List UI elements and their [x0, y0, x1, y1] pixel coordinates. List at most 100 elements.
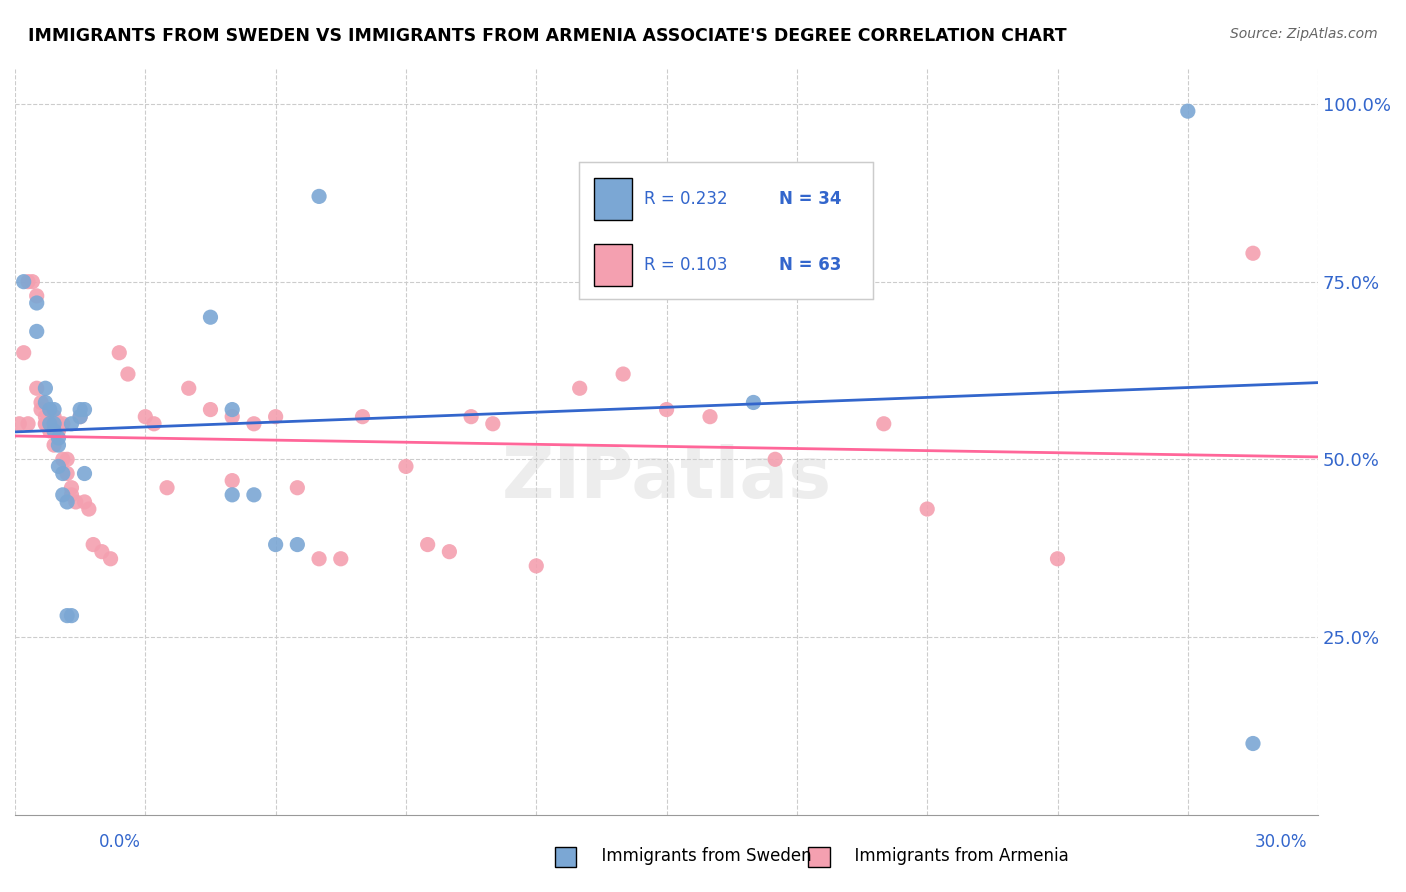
- Text: ZIPatlas: ZIPatlas: [502, 444, 831, 513]
- FancyBboxPatch shape: [593, 244, 631, 285]
- Point: [73, 402, 96, 417]
- Point: [42, 409, 65, 424]
- Point: [60, 608, 83, 623]
- Point: [30, 395, 52, 409]
- Point: [38, 417, 60, 431]
- Point: [873, 417, 896, 431]
- Point: [48, 431, 70, 445]
- Point: [34, 395, 56, 409]
- Point: [52, 467, 75, 481]
- Point: [612, 367, 634, 381]
- Point: [1241, 737, 1264, 751]
- Point: [25, 325, 48, 339]
- Point: [264, 409, 287, 424]
- Point: [73, 467, 96, 481]
- Point: [308, 189, 330, 203]
- Point: [1046, 551, 1069, 566]
- Point: [34, 417, 56, 431]
- Text: 30.0%: 30.0%: [1256, 833, 1308, 851]
- Text: 0.0%: 0.0%: [98, 833, 141, 851]
- Point: [56, 608, 79, 623]
- Point: [48, 438, 70, 452]
- Point: [34, 381, 56, 395]
- Point: [60, 481, 83, 495]
- Point: [34, 417, 56, 431]
- Point: [329, 551, 352, 566]
- Point: [73, 495, 96, 509]
- Point: [34, 409, 56, 424]
- Point: [42, 417, 65, 431]
- Point: [439, 544, 461, 558]
- Text: Immigrants from Sweden: Immigrants from Sweden: [591, 847, 811, 864]
- Point: [65, 495, 87, 509]
- Point: [60, 488, 83, 502]
- Point: [48, 424, 70, 438]
- Point: [38, 417, 60, 431]
- Point: [221, 488, 243, 502]
- Text: R = 0.103: R = 0.103: [644, 256, 727, 274]
- Point: [416, 537, 439, 551]
- Point: [460, 409, 482, 424]
- Point: [13, 345, 35, 359]
- Text: N = 63: N = 63: [779, 256, 841, 274]
- Point: [482, 417, 505, 431]
- Point: [60, 417, 83, 431]
- Point: [8, 417, 31, 431]
- Point: [30, 402, 52, 417]
- Point: [134, 409, 156, 424]
- Point: [100, 551, 122, 566]
- Point: [285, 481, 308, 495]
- Point: [1241, 246, 1264, 260]
- Point: [69, 402, 91, 417]
- Point: [395, 459, 418, 474]
- Point: [25, 381, 48, 395]
- Point: [221, 402, 243, 417]
- Point: [264, 537, 287, 551]
- Point: [285, 537, 308, 551]
- Point: [42, 438, 65, 452]
- Point: [52, 452, 75, 467]
- Point: [52, 488, 75, 502]
- Point: [524, 558, 547, 573]
- Point: [56, 495, 79, 509]
- Point: [655, 402, 678, 417]
- Point: [243, 488, 266, 502]
- Point: [82, 537, 104, 551]
- Point: [742, 395, 765, 409]
- Point: [108, 345, 131, 359]
- Point: [308, 551, 330, 566]
- Point: [17, 417, 39, 431]
- Point: [763, 452, 786, 467]
- Point: [25, 289, 48, 303]
- Point: [352, 409, 374, 424]
- Point: [243, 417, 266, 431]
- Point: [177, 381, 200, 395]
- Point: [90, 544, 112, 558]
- Point: [568, 381, 591, 395]
- Point: [1177, 104, 1199, 119]
- Point: [117, 367, 139, 381]
- Text: N = 34: N = 34: [779, 190, 841, 208]
- Point: [21, 275, 44, 289]
- Point: [156, 481, 179, 495]
- Point: [52, 417, 75, 431]
- Point: [42, 402, 65, 417]
- Text: R = 0.232: R = 0.232: [644, 190, 727, 208]
- Point: [69, 409, 91, 424]
- Point: [38, 424, 60, 438]
- Point: [69, 409, 91, 424]
- Point: [38, 402, 60, 417]
- Text: Immigrants from Armenia: Immigrants from Armenia: [844, 847, 1069, 864]
- Point: [221, 409, 243, 424]
- Point: [48, 459, 70, 474]
- Point: [915, 502, 938, 516]
- Point: [143, 417, 166, 431]
- Point: [25, 296, 48, 310]
- FancyBboxPatch shape: [593, 178, 631, 219]
- Point: [678, 182, 700, 196]
- Point: [13, 275, 35, 289]
- Point: [200, 310, 222, 325]
- Point: [221, 474, 243, 488]
- Point: [38, 409, 60, 424]
- Point: [56, 467, 79, 481]
